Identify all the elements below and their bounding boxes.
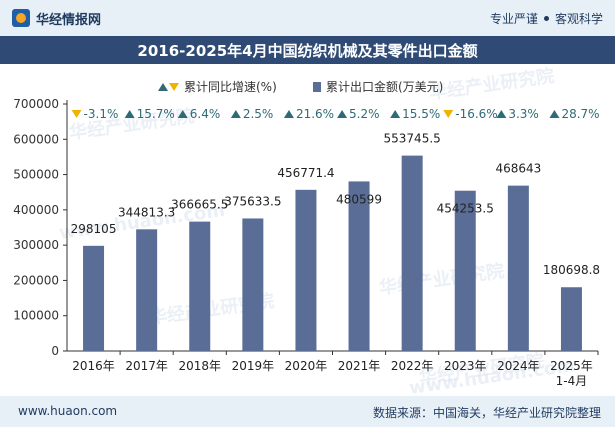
- chart-title: 2016-2025年4月中国纺织机械及其零件出口金额: [0, 36, 615, 64]
- growth-down-arrow-icon: [71, 110, 82, 118]
- growth-up-arrow-icon: [230, 110, 241, 118]
- bar-chart: 华经产业研究院www.huaon.com华经产业研究院华经产业研究院华经产业研究…: [13, 65, 600, 396]
- bar-value-label: 468643: [495, 162, 541, 176]
- bar-value-label: 375633.5: [224, 194, 281, 208]
- growth-value-label: 5.2%: [349, 107, 380, 121]
- growth-row: -3.1% 15.7% 6.4% 2.5% 21.6% 5.2% 15.5% -16.6% 3.…: [71, 107, 600, 121]
- top-banner: 华经情报网 专业严谨 客观科学: [0, 0, 615, 36]
- bar-value-label: 456771.4: [277, 166, 334, 180]
- watermark-text: 华经产业研究院: [378, 260, 506, 299]
- bar-value-label: 454253.5: [437, 202, 494, 216]
- growth-up-arrow-icon: [177, 110, 188, 118]
- y-tick-label: 700000: [13, 97, 59, 111]
- growth-up-arrow-icon: [124, 110, 135, 118]
- tag-objective: 客观科学: [554, 12, 603, 26]
- bar: [401, 155, 423, 351]
- chart-legend: 累计同比增速(%) 累计出口金额(万美元): [158, 79, 443, 94]
- brand: 华经情报网: [12, 9, 102, 28]
- growth-up-arrow-icon: [337, 110, 348, 118]
- bar-value-label: 180698.8: [543, 263, 600, 277]
- bar-value-label: 480599: [336, 192, 382, 206]
- footer: www.huaon.com 数据来源：中国海关，华经产业研究院整理: [0, 396, 615, 427]
- growth-value-label: -16.6%: [455, 107, 497, 121]
- y-tick-label: 400000: [13, 203, 59, 217]
- growth-down-arrow-icon: [443, 110, 454, 118]
- x-tick-label: 2023年: [444, 359, 487, 373]
- growth-value-label: 3.3%: [508, 107, 538, 121]
- legend-amount-label: 累计出口金额(万美元): [326, 79, 443, 94]
- growth-value-label: 2.5%: [243, 107, 274, 121]
- footer-source: 数据来源：中国海关，华经产业研究院整理: [372, 406, 601, 420]
- x-tick-label: 2017年: [125, 359, 168, 373]
- tag-professional: 专业严谨: [489, 12, 538, 26]
- x-tick-label: 2019年: [232, 359, 275, 373]
- x-tick-label: 2020年: [285, 359, 328, 373]
- y-tick-label: 200000: [13, 273, 59, 287]
- x-tick-label: 2018年: [178, 359, 221, 373]
- y-tick-label: 500000: [13, 168, 59, 182]
- y-tick-label: 100000: [13, 309, 59, 323]
- legend-up-arrow-icon: [158, 83, 168, 91]
- brand-logo-icon: [12, 9, 30, 27]
- tagline: 专业严谨 客观科学: [490, 10, 603, 27]
- growth-value-label: 15.7%: [137, 107, 175, 121]
- growth-value-label: 28.7%: [561, 107, 599, 121]
- growth-up-arrow-icon: [549, 110, 560, 118]
- bar: [507, 185, 529, 351]
- x-tick-label: 2025年: [550, 359, 593, 373]
- bars: 298105 2016年 344813.3 2017年 366665.5 2018年 375…: [71, 132, 600, 388]
- y-tick-label: 300000: [13, 238, 59, 252]
- bar-value-label: 366665.5: [171, 198, 228, 212]
- x-tick-label: 2021年: [338, 359, 381, 373]
- bar: [454, 190, 476, 351]
- growth-value-label: 6.4%: [190, 107, 221, 121]
- growth-up-arrow-icon: [283, 110, 294, 118]
- growth-value-label: 15.5%: [402, 107, 440, 121]
- growth-up-arrow-icon: [496, 110, 507, 118]
- growth-up-arrow-icon: [390, 110, 401, 118]
- brand-name: 华经情报网: [36, 12, 102, 28]
- bar-value-label: 298105: [71, 222, 117, 236]
- bar-value-label: 344813.3: [118, 205, 175, 219]
- bar: [348, 181, 370, 351]
- bar: [189, 221, 211, 351]
- bar-value-label: 553745.5: [384, 132, 441, 146]
- growth-value-label: -3.1%: [84, 107, 119, 121]
- x-tick-label: 2016年: [72, 359, 115, 373]
- x-tick-label: 2024年: [497, 359, 540, 373]
- footer-site: www.huaon.com: [18, 404, 118, 418]
- y-tick-label: 0: [51, 344, 59, 358]
- growth-value-label: 21.6%: [296, 107, 334, 121]
- legend-growth-label: 累计同比增速(%): [184, 80, 277, 94]
- x-tick-label: 2022年: [391, 359, 434, 373]
- legend-bar-swatch: [313, 82, 321, 92]
- watermark-text: 华经产业研究院: [428, 65, 556, 104]
- bar: [242, 218, 264, 351]
- bar: [295, 189, 317, 351]
- bullet-icon: [543, 16, 549, 21]
- y-tick-label: 600000: [13, 132, 59, 146]
- bar: [83, 245, 105, 351]
- legend-down-arrow-icon: [169, 83, 179, 91]
- x-tick-label: 1-4月: [556, 374, 588, 388]
- bar: [560, 287, 582, 351]
- bar: [136, 229, 158, 351]
